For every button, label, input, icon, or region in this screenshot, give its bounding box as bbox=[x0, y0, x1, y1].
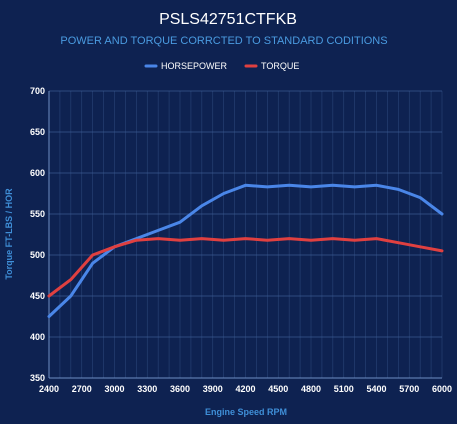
x-tick-label: 4500 bbox=[268, 384, 288, 394]
y-tick-label: 550 bbox=[30, 209, 45, 219]
x-tick-label: 3900 bbox=[203, 384, 223, 394]
x-tick-label: 2700 bbox=[72, 384, 92, 394]
y-axis-ticks: 350 400 450 500 550 600 650 700 bbox=[30, 86, 45, 383]
x-tick-label: 5700 bbox=[399, 384, 419, 394]
x-tick-label: 6000 bbox=[432, 384, 452, 394]
x-tick-label: 5400 bbox=[366, 384, 386, 394]
chart-subtitle: POWER AND TORQUE CORRCTED TO STANDARD CO… bbox=[60, 35, 387, 47]
y-tick-label: 450 bbox=[30, 291, 45, 301]
y-tick-label: 500 bbox=[30, 250, 45, 260]
x-tick-label: 4200 bbox=[235, 384, 255, 394]
x-tick-label: 4800 bbox=[301, 384, 321, 394]
y-tick-label: 400 bbox=[30, 332, 45, 342]
x-tick-label: 3000 bbox=[104, 384, 124, 394]
legend-label-horsepower: HORSEPOWER bbox=[161, 61, 228, 71]
legend: HORSEPOWER TORQUE bbox=[144, 61, 299, 71]
series-lines bbox=[47, 183, 444, 318]
x-axis-label: Engine Speed RPM bbox=[205, 407, 287, 417]
x-axis-ticks: 2400 2700 3000 3300 3600 3900 4200 4500 4800 5100… bbox=[39, 384, 452, 394]
grid bbox=[48, 90, 443, 379]
x-tick-label: 3300 bbox=[137, 384, 157, 394]
y-tick-label: 350 bbox=[30, 373, 45, 383]
y-tick-label: 700 bbox=[30, 86, 45, 96]
x-tick-label: 2400 bbox=[39, 384, 59, 394]
x-tick-label: 3600 bbox=[170, 384, 190, 394]
series-line-torque bbox=[47, 237, 444, 298]
x-tick-label: 5100 bbox=[334, 384, 354, 394]
legend-label-torque: TORQUE bbox=[261, 61, 299, 71]
y-tick-label: 600 bbox=[30, 168, 45, 178]
y-tick-label: 650 bbox=[30, 127, 45, 137]
chart-title: PSLS42751CTFKB bbox=[159, 11, 297, 28]
y-axis-label: Torque FT-LBS / HOR bbox=[4, 188, 14, 280]
